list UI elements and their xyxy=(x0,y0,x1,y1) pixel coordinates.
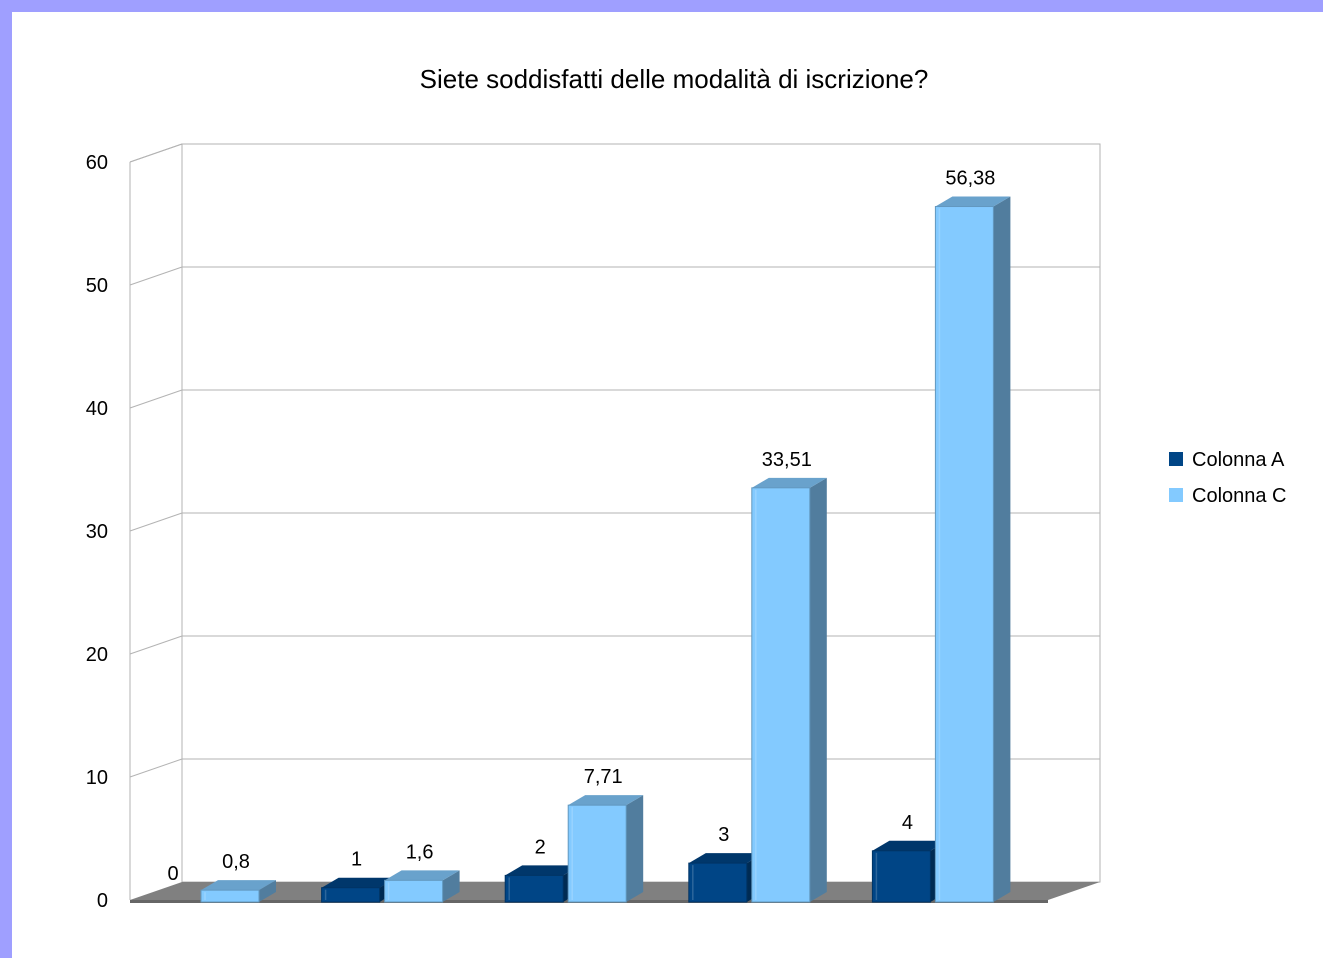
bar-front xyxy=(567,804,627,903)
chart-frame: Siete soddisfatti delle modalità di iscr… xyxy=(12,12,1323,958)
bar-top xyxy=(568,795,644,806)
bars xyxy=(200,196,1011,903)
bar-top xyxy=(935,196,1011,207)
y-axis-ticks: 0 10 20 30 40 50 60 xyxy=(86,152,108,912)
y-tick-label: 0 xyxy=(97,890,108,912)
legend-swatch xyxy=(1169,488,1183,502)
gridline-diagonal xyxy=(129,635,183,655)
bar-side xyxy=(809,477,827,902)
data-label: 4 xyxy=(902,812,913,834)
data-label: 33,51 xyxy=(762,449,812,471)
chart-title: Siete soddisfatti delle modalità di iscr… xyxy=(420,64,929,94)
gridline-diagonal xyxy=(129,389,183,409)
bar-colonna-a-4 xyxy=(871,840,948,903)
bar-colonna-c-0 xyxy=(200,880,276,903)
data-label: 56,38 xyxy=(945,168,995,190)
gridline-diagonal xyxy=(129,512,183,532)
bar-front xyxy=(321,887,381,903)
bar-top xyxy=(505,865,581,876)
data-label: 0,8 xyxy=(222,851,250,873)
bar-side xyxy=(626,795,644,902)
bar-top xyxy=(201,880,276,891)
bar-side xyxy=(993,196,1011,902)
bar-chart: Siete soddisfatti delle modalità di iscr… xyxy=(86,64,1287,912)
bar-front xyxy=(384,879,444,903)
bar-top xyxy=(688,853,764,864)
bar-colonna-c-1 xyxy=(384,870,460,903)
bar-colonna-c-3 xyxy=(751,477,827,903)
bar-top xyxy=(872,840,948,851)
legend-swatch xyxy=(1169,452,1183,466)
bar-front xyxy=(200,889,260,903)
bar-front xyxy=(934,206,994,903)
bar-front xyxy=(688,862,748,903)
gridline-diagonal xyxy=(129,143,183,163)
data-label: 0 xyxy=(167,863,178,885)
y-tick-label: 30 xyxy=(86,521,108,543)
bar-front xyxy=(871,850,931,903)
bar-colonna-c-4 xyxy=(934,196,1011,903)
legend: Colonna A Colonna C xyxy=(1169,449,1287,507)
data-label: 2 xyxy=(535,836,546,858)
bar-side xyxy=(442,870,460,902)
data-label: 1,6 xyxy=(406,841,434,863)
data-label: 1 xyxy=(351,849,362,871)
bar-top xyxy=(751,477,827,488)
legend-label: Colonna A xyxy=(1192,449,1285,471)
data-label: 3 xyxy=(718,824,729,846)
gridline-diagonal xyxy=(129,758,183,778)
data-label: 7,71 xyxy=(584,766,623,788)
legend-item: Colonna A xyxy=(1169,449,1285,471)
y-tick-label: 20 xyxy=(86,644,108,666)
y-tick-label: 10 xyxy=(86,767,108,789)
legend-item: Colonna C xyxy=(1169,485,1287,507)
bar-colonna-c-2 xyxy=(567,795,644,903)
bar-front xyxy=(504,874,564,903)
data-labels: 0 0,8 1 1,6 2 7,71 3 33,51 4 56,38 xyxy=(167,168,995,885)
y-tick-label: 60 xyxy=(86,152,108,174)
legend-label: Colonna C xyxy=(1192,485,1287,507)
bar-top xyxy=(321,877,397,888)
y-tick-label: 40 xyxy=(86,398,108,420)
bar-top xyxy=(384,870,460,881)
bar-front xyxy=(751,487,811,903)
gridline-diagonal xyxy=(129,266,183,286)
bar-side xyxy=(259,880,276,902)
y-tick-label: 50 xyxy=(86,275,108,297)
